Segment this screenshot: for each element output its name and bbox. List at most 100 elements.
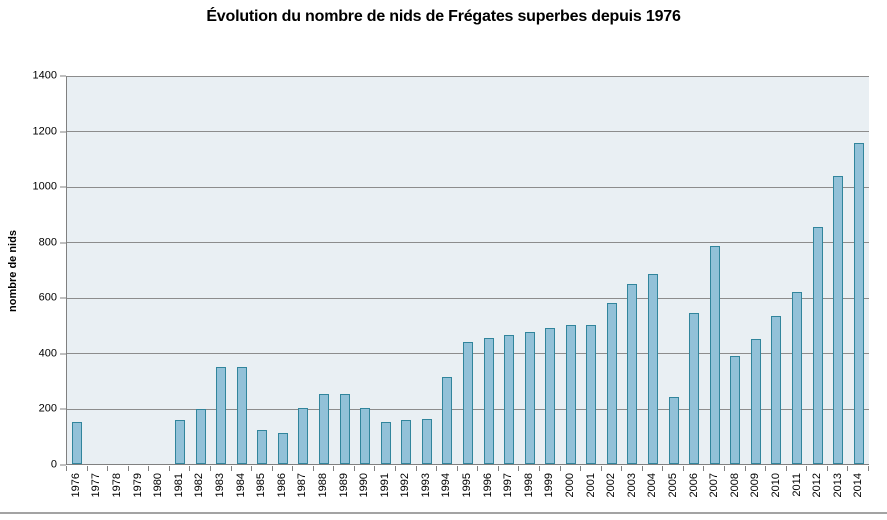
x-tick-label-1986: 1986 <box>275 473 288 498</box>
bar-column-1993 <box>417 76 438 464</box>
x-tick-label-1998: 1998 <box>522 473 535 498</box>
x-tick-mark <box>600 466 622 471</box>
x-tick-mark <box>847 466 869 471</box>
bar-1985 <box>257 430 268 464</box>
plot-area <box>66 76 869 465</box>
bar-1993 <box>421 418 432 464</box>
x-tick-mark <box>477 466 498 471</box>
x-tick-label-2000: 2000 <box>564 473 577 498</box>
bar-1989 <box>339 393 350 464</box>
bar-column-1999 <box>540 76 561 464</box>
x-tick-label-2004: 2004 <box>646 473 659 498</box>
x-tick-label-1983: 1983 <box>213 473 226 498</box>
x-tick-mark <box>538 466 560 471</box>
x-tick-label-cell: 1998 <box>519 473 540 509</box>
x-tick-mark <box>641 466 663 471</box>
x-tick-label-2014: 2014 <box>852 473 865 498</box>
y-tick-label-1400: 1400 <box>32 69 57 82</box>
x-tick-label-2010: 2010 <box>769 473 782 498</box>
y-tick-label-0: 0 <box>50 458 57 471</box>
bar-column-1984 <box>232 76 253 464</box>
x-tick-mark <box>312 466 334 471</box>
bar-1991 <box>380 422 391 464</box>
x-tick-label-cell: 2013 <box>828 473 849 509</box>
bar-1999 <box>545 328 556 464</box>
bar-1995 <box>462 342 473 464</box>
x-tick-mark <box>333 466 354 471</box>
x-tick-mark <box>251 466 272 471</box>
x-tick-mark <box>765 466 786 471</box>
bar-column-2009 <box>746 76 767 464</box>
bar-1990 <box>360 407 371 464</box>
bar-column-2000 <box>561 76 582 464</box>
bottom-separator-line <box>0 512 887 514</box>
bar-column-2013 <box>828 76 849 464</box>
bar-column-1989 <box>334 76 355 464</box>
x-tick-label-cell: 1990 <box>354 473 375 509</box>
x-tick-mark <box>415 466 437 471</box>
bar-1998 <box>524 331 535 464</box>
x-tick-label-1990: 1990 <box>358 473 371 498</box>
x-tick-label-cell: 1989 <box>334 473 355 509</box>
bar-2006 <box>689 312 700 464</box>
x-tick-label-1984: 1984 <box>234 473 247 498</box>
y-axis-tick-marks <box>60 75 66 466</box>
bar-column-1981 <box>170 76 191 464</box>
y-tick-mark-200 <box>60 408 66 410</box>
x-tick-label-cell: 1993 <box>416 473 437 509</box>
bar-column-1998 <box>519 76 540 464</box>
bar-1983 <box>216 367 227 464</box>
x-tick-mark <box>168 466 190 471</box>
x-tick-label-cell: 1997 <box>498 473 519 509</box>
x-tick-label-2009: 2009 <box>749 473 762 498</box>
x-tick-label-cell: 2001 <box>581 473 602 509</box>
x-tick-label-cell: 1991 <box>375 473 396 509</box>
x-tick-label-2011: 2011 <box>790 473 803 497</box>
x-tick-label-cell: 1986 <box>272 473 293 509</box>
bar-column-2002 <box>602 76 623 464</box>
x-tick-mark <box>703 466 724 471</box>
x-tick-mark <box>744 466 766 471</box>
y-tick-label-600: 600 <box>38 291 57 304</box>
bar-column-2003 <box>622 76 643 464</box>
bar-column-1986 <box>273 76 294 464</box>
bar-2004 <box>648 273 659 464</box>
bar-1992 <box>401 420 412 464</box>
x-tick-label-1985: 1985 <box>255 473 268 498</box>
x-tick-label-1977: 1977 <box>90 473 103 498</box>
bar-2000 <box>565 325 576 464</box>
x-tick-label-cell: 2011 <box>787 473 808 509</box>
bar-column-1997 <box>499 76 520 464</box>
bar-1997 <box>504 334 515 464</box>
bar-column-2006 <box>684 76 705 464</box>
x-tick-mark <box>662 466 683 471</box>
bar-2013 <box>833 176 844 464</box>
x-tick-mark <box>209 466 231 471</box>
x-tick-label-cell: 1979 <box>128 473 149 509</box>
x-tick-mark <box>724 466 745 471</box>
x-tick-label-2002: 2002 <box>605 473 618 498</box>
x-tick-label-cell: 1983 <box>210 473 231 509</box>
x-tick-mark <box>518 466 539 471</box>
x-tick-label-cell: 1978 <box>107 473 128 509</box>
bar-column-1985 <box>252 76 273 464</box>
x-tick-label-cell: 2012 <box>807 473 828 509</box>
x-tick-label-2006: 2006 <box>687 473 700 498</box>
x-tick-mark <box>621 466 642 471</box>
x-tick-label-cell: 2004 <box>643 473 664 509</box>
x-tick-label-2012: 2012 <box>811 473 824 498</box>
y-tick-mark-600 <box>60 297 66 299</box>
x-tick-label-2007: 2007 <box>708 473 721 498</box>
bar-column-2007 <box>704 76 725 464</box>
bar-2010 <box>771 315 782 464</box>
bar-column-1996 <box>478 76 499 464</box>
bar-1981 <box>175 419 186 464</box>
y-axis-tick-labels: 0 200 400 600 800 1000 1200 1400 <box>0 70 57 471</box>
x-tick-label-1993: 1993 <box>419 473 432 498</box>
y-tick-mark-400 <box>60 353 66 355</box>
y-tick-label-200: 200 <box>38 402 57 415</box>
x-tick-label-2008: 2008 <box>728 473 741 498</box>
x-tick-label-cell: 1977 <box>87 473 108 509</box>
chart-title: Évolution du nombre de nids de Frégates … <box>206 8 681 25</box>
x-tick-label-cell: 1996 <box>478 473 499 509</box>
